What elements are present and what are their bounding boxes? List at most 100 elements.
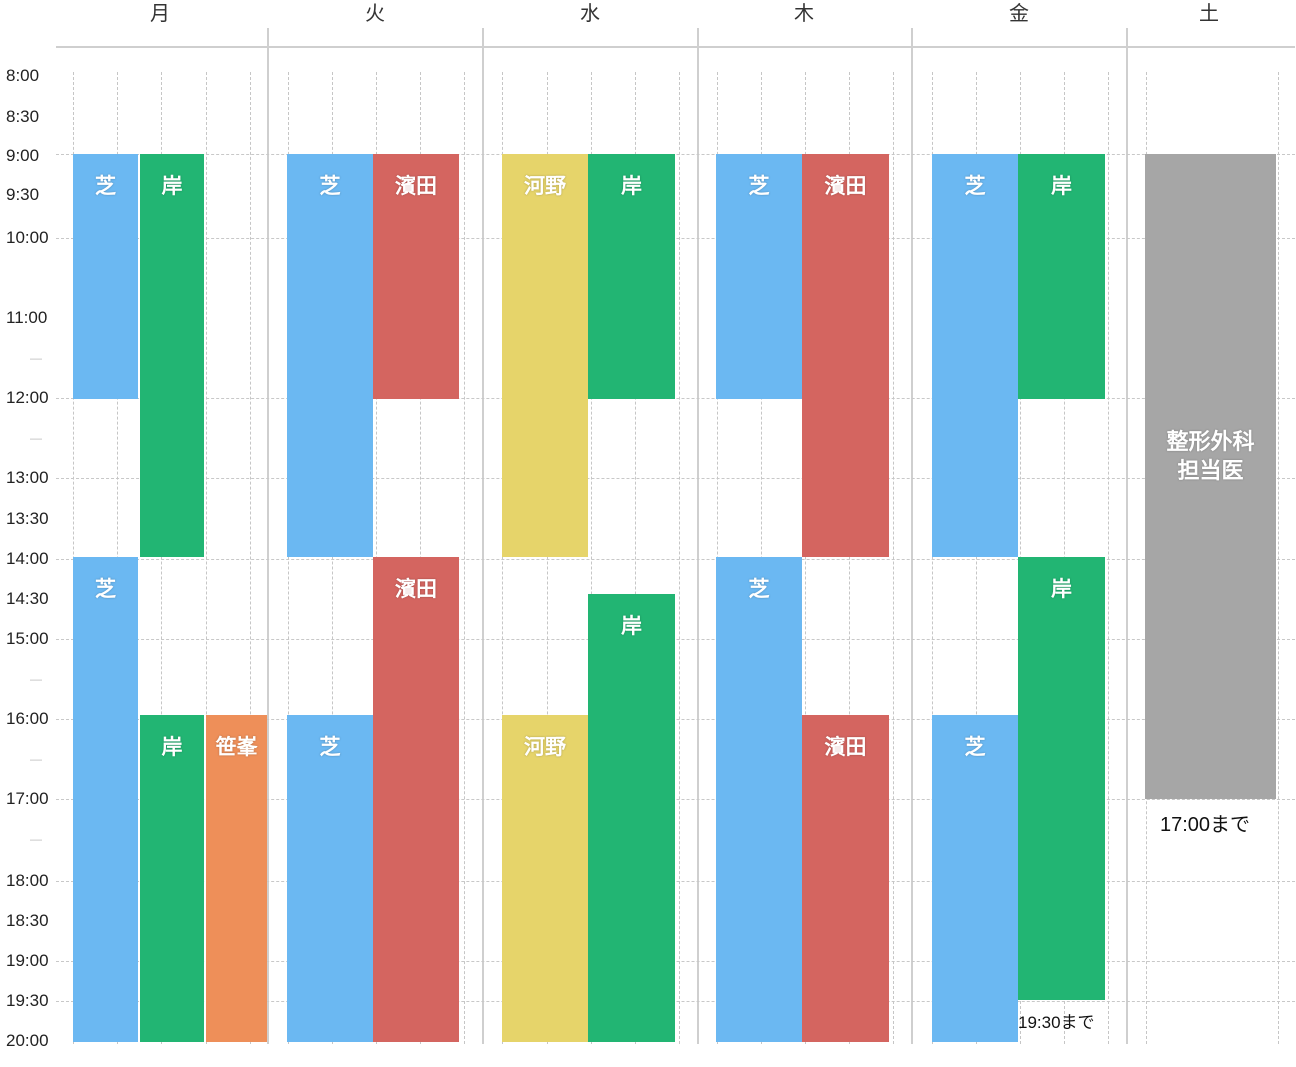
grid-row-line xyxy=(56,881,1295,882)
schedule-block[interactable]: 芝 xyxy=(716,154,802,399)
schedule-block[interactable]: 岸 xyxy=(588,154,675,399)
time-label: 15:00 xyxy=(6,629,49,648)
schedule-block[interactable]: 岸 xyxy=(1018,154,1105,399)
time-label: 13:30 xyxy=(6,509,49,528)
schedule-block[interactable]: 芝 xyxy=(287,715,373,1042)
grid-row-line xyxy=(56,1001,1295,1002)
doctor-name: 整形外科 担当医 xyxy=(1166,430,1255,484)
schedule-block[interactable]: 芝 xyxy=(932,154,1018,557)
doctor-name: 河野 xyxy=(524,735,566,759)
doctor-name: 芝 xyxy=(964,735,986,759)
end-time-note: 17:00まで xyxy=(1160,814,1251,836)
grid-lane-line xyxy=(932,72,933,1044)
grid-row-line xyxy=(56,398,1295,399)
time-label: 19:00 xyxy=(6,951,49,970)
column-divider xyxy=(697,28,699,1044)
schedule-block[interactable]: 岸 xyxy=(1018,557,1105,1000)
time-label: 12:00 xyxy=(6,388,49,407)
schedule-block[interactable]: 濱田 xyxy=(802,715,889,1042)
time-label: 9:00 xyxy=(6,146,40,165)
time-label: 17:00 xyxy=(6,789,49,808)
grid-row-line xyxy=(56,639,1295,640)
schedule-block[interactable]: 芝 xyxy=(932,715,1018,1042)
doctor-name: 芝 xyxy=(748,174,770,198)
grid-lane-line xyxy=(976,72,977,1044)
schedule-block[interactable]: 河野 xyxy=(502,715,588,1042)
doctor-name: 芝 xyxy=(964,174,986,198)
time-label: 13:00 xyxy=(6,468,49,487)
time-tick: — xyxy=(30,351,42,365)
time-label: 8:00 xyxy=(6,66,40,85)
doctor-name: 芝 xyxy=(95,174,116,198)
grid-lane-line xyxy=(161,72,162,1044)
schedule-block[interactable]: 芝 xyxy=(287,154,373,557)
grid-lane-line xyxy=(679,72,680,1044)
grid-row-line xyxy=(56,961,1295,962)
doctor-name: 岸 xyxy=(1051,174,1072,198)
doctor-name: 濱田 xyxy=(395,577,437,601)
schedule-block[interactable]: 笹峯 xyxy=(206,715,267,1042)
doctor-name: 芝 xyxy=(95,577,116,601)
day-header: 金 xyxy=(1009,1,1029,25)
grid-row-line xyxy=(56,478,1295,479)
schedule-block[interactable]: 濱田 xyxy=(373,557,459,1042)
schedule-block[interactable]: 芝 xyxy=(73,154,138,399)
column-divider xyxy=(1126,28,1128,1044)
schedule-block[interactable]: 濱田 xyxy=(802,154,889,557)
grid-lane-line xyxy=(250,72,251,1044)
time-label: 9:30 xyxy=(6,185,40,204)
time-label: 8:30 xyxy=(6,107,40,126)
grid-lane-line xyxy=(464,72,465,1044)
time-tick: — xyxy=(30,672,42,686)
grid-row-line xyxy=(56,799,1295,800)
doctor-name: 岸 xyxy=(621,614,642,638)
time-tick: — xyxy=(30,431,42,445)
column-divider xyxy=(911,28,913,1044)
schedule-block[interactable]: 濱田 xyxy=(373,154,459,399)
schedule-block[interactable]: 芝 xyxy=(73,557,138,1042)
schedule-block[interactable]: 岸 xyxy=(140,715,204,1042)
column-divider xyxy=(267,28,269,1044)
grid-lane-line xyxy=(206,72,207,1044)
time-tick: — xyxy=(30,752,42,766)
schedule-block[interactable]: 河野 xyxy=(502,154,588,557)
grid-row-line xyxy=(56,154,1295,155)
grid-lane-line xyxy=(805,72,806,1044)
end-time-note: 19:30まで xyxy=(1018,1013,1095,1032)
doctor-name: 芝 xyxy=(748,577,770,601)
doctor-name: 濱田 xyxy=(395,174,437,198)
time-label: 10:00 xyxy=(6,228,49,247)
time-label: 18:30 xyxy=(6,911,49,930)
doctor-name: 河野 xyxy=(524,174,566,198)
time-tick: — xyxy=(30,832,42,846)
time-label: 14:00 xyxy=(6,549,49,568)
schedule-block[interactable]: 岸 xyxy=(588,594,675,1042)
day-header: 木 xyxy=(794,1,814,25)
grid-row-line xyxy=(56,238,1295,239)
grid-lane-line xyxy=(502,72,503,1044)
doctor-name: 岸 xyxy=(161,174,183,198)
doctor-name: 芝 xyxy=(319,174,341,198)
grid-row-line xyxy=(56,559,1295,560)
day-header: 水 xyxy=(580,1,600,25)
schedule-block[interactable]: 芝 xyxy=(716,557,802,1042)
grid-lane-line xyxy=(591,72,592,1044)
day-header: 火 xyxy=(365,1,385,25)
doctor-name: 笹峯 xyxy=(215,735,258,759)
grid-row-line xyxy=(56,719,1295,720)
doctor-name: 濱田 xyxy=(824,174,867,198)
doctor-name: 岸 xyxy=(1051,577,1072,601)
grid-lane-line xyxy=(893,72,894,1044)
grid-lane-line xyxy=(1108,72,1109,1044)
time-label: 14:30 xyxy=(6,589,49,608)
time-label: 19:30 xyxy=(6,991,49,1010)
doctor-name: 濱田 xyxy=(824,735,867,759)
grid-lane-line xyxy=(332,72,333,1044)
schedule-block[interactable]: 整形外科 担当医 xyxy=(1145,154,1276,799)
grid-lane-line xyxy=(849,72,850,1044)
column-divider xyxy=(482,28,484,1044)
schedule-block[interactable]: 岸 xyxy=(140,154,204,557)
grid-lane-line xyxy=(635,72,636,1044)
doctor-name: 芝 xyxy=(319,735,341,759)
